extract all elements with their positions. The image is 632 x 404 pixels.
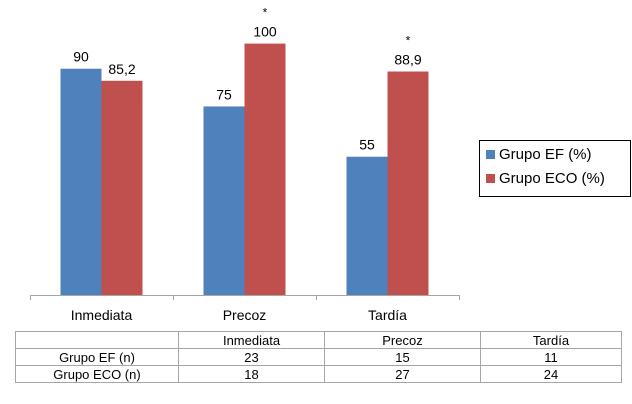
data-label: 90 bbox=[73, 49, 89, 65]
bar-ef bbox=[60, 68, 102, 296]
table-cell: 15 bbox=[324, 348, 481, 366]
table-row: Grupo ECO (n) 18 27 24 bbox=[15, 365, 622, 383]
legend-item-eco: Grupo ECO (%) bbox=[486, 170, 605, 187]
table-row-label: Grupo ECO (n) bbox=[15, 365, 179, 383]
data-label: 100 bbox=[253, 24, 277, 40]
data-label: 88,9 bbox=[394, 52, 421, 68]
bar-eco bbox=[101, 80, 143, 296]
bar-ef bbox=[203, 106, 245, 295]
table-row-label: Grupo EF (n) bbox=[15, 348, 179, 366]
x-tick-label: Inmediata bbox=[71, 307, 133, 323]
table-cell: 18 bbox=[178, 365, 325, 383]
bar-eco bbox=[387, 71, 429, 295]
data-label: 55 bbox=[359, 137, 375, 153]
table-header-cell: Inmediata bbox=[178, 331, 325, 349]
significance-marker: * bbox=[263, 6, 268, 20]
legend-swatch-eco bbox=[486, 174, 495, 183]
chart-legend: Grupo EF (%) Grupo ECO (%) bbox=[479, 140, 631, 197]
table-cell: 24 bbox=[480, 365, 622, 383]
legend-swatch-ef bbox=[486, 150, 495, 159]
table-cell: 27 bbox=[324, 365, 481, 383]
table-header-cell: Tardía bbox=[480, 331, 622, 349]
bar-eco bbox=[244, 43, 286, 295]
table-header-cell bbox=[15, 331, 179, 349]
x-tick-label: Precoz bbox=[223, 307, 267, 323]
table-header-cell: Precoz bbox=[324, 331, 481, 349]
data-label: 85,2 bbox=[108, 61, 135, 77]
table-cell: 11 bbox=[480, 348, 622, 366]
x-tick-label: Tardía bbox=[368, 307, 407, 323]
legend-label-eco: Grupo ECO (%) bbox=[499, 170, 605, 187]
counts-table: Inmediata Precoz Tardía Grupo EF (n) 23 … bbox=[15, 331, 622, 383]
bar-chart: 90 85,2 Inmediata 75 100 * Precoz 55 88,9 * Tardía bbox=[30, 6, 460, 323]
legend-item-ef: Grupo EF (%) bbox=[486, 146, 592, 163]
data-label: 75 bbox=[216, 86, 232, 102]
table-row: Grupo EF (n) 23 15 11 bbox=[15, 348, 622, 366]
significance-marker: * bbox=[406, 34, 411, 48]
legend-label-ef: Grupo EF (%) bbox=[499, 146, 592, 163]
table-cell: 23 bbox=[178, 348, 325, 366]
table-header-row: Inmediata Precoz Tardía bbox=[15, 331, 622, 349]
bar-ef bbox=[346, 156, 388, 295]
